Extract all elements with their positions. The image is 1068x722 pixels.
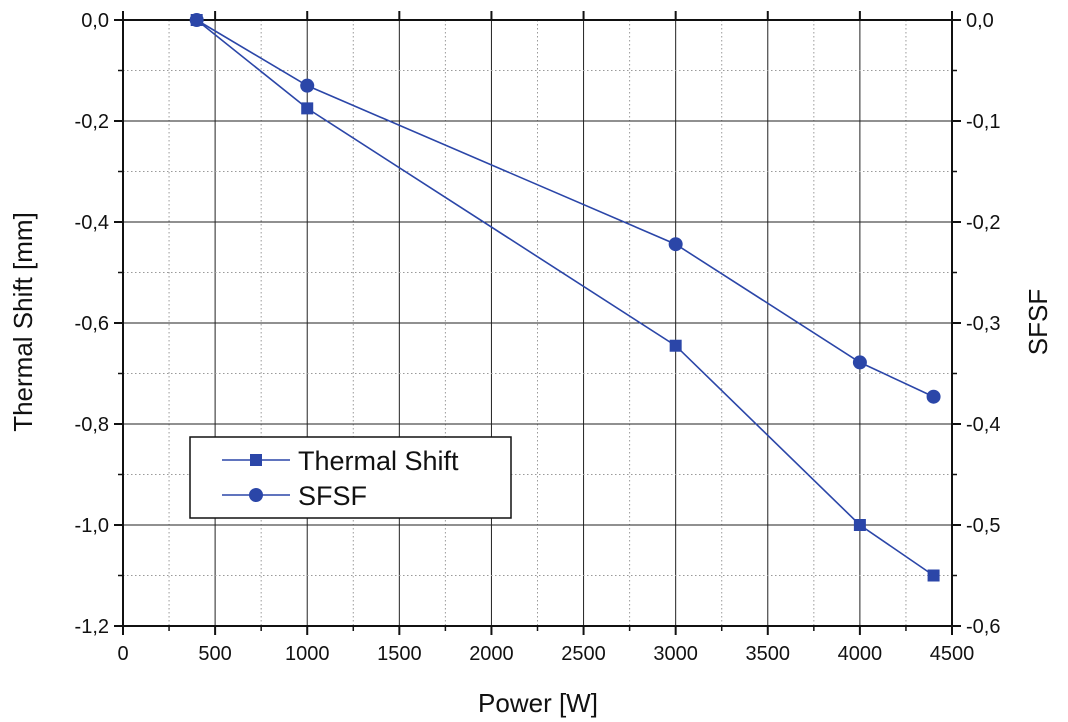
- tick-labels: 0 500 1000 1500 2000 2500 3000 3500 4000 4500 0,0 -…: [75, 10, 1001, 665]
- grid: [123, 20, 952, 626]
- data-point-thermal-shift: [301, 102, 314, 115]
- y-tick-label: 0,0: [81, 10, 109, 32]
- x-tick-label: 1000: [285, 643, 330, 665]
- y2-tick-label: 0,0: [966, 10, 994, 32]
- data-point-sfsf: [189, 13, 204, 27]
- x-tick-label: 2000: [469, 643, 514, 665]
- data-point-sfsf: [926, 389, 941, 404]
- data-point-sfsf: [300, 78, 315, 93]
- legend: Thermal Shift SFSF: [189, 436, 512, 519]
- x-tick-label: 0: [117, 643, 128, 665]
- y-tick-label: -0,2: [75, 111, 109, 133]
- y-tick-label: -0,4: [75, 212, 109, 234]
- x-tick-label: 3000: [653, 643, 698, 665]
- x-axis-title: Power [W]: [478, 688, 598, 718]
- y-axis-title: Thermal Shift [mm]: [8, 212, 38, 432]
- y-tick-label: -0,6: [75, 313, 109, 335]
- legend-label-sfsf: SFSF: [298, 481, 367, 511]
- data-point-sfsf: [852, 355, 867, 370]
- x-tick-label: 1500: [377, 643, 422, 665]
- data-point-thermal-shift: [669, 339, 682, 352]
- legend-marker-sfsf: [249, 488, 263, 502]
- y-tick-label: -1,0: [75, 515, 109, 537]
- y2-tick-label: -0,2: [966, 212, 1000, 234]
- y2-tick-label: -0,1: [966, 111, 1000, 133]
- y2-tick-label: -0,4: [966, 414, 1000, 436]
- y2-tick-label: -0,5: [966, 515, 1000, 537]
- legend-marker-thermal-shift: [250, 454, 262, 466]
- legend-box: [189, 436, 512, 519]
- series: [189, 13, 941, 582]
- x-tick-label: 4000: [838, 643, 883, 665]
- legend-item-sfsf: SFSF: [222, 481, 367, 511]
- data-point-thermal-shift: [927, 569, 940, 582]
- legend-label-thermal-shift: Thermal Shift: [298, 446, 459, 476]
- legend-item-thermal-shift: Thermal Shift: [222, 446, 459, 476]
- x-tick-label: 2500: [561, 643, 606, 665]
- x-tick-label: 4500: [930, 643, 975, 665]
- y2-axis-title: SFSF: [1023, 289, 1053, 355]
- x-tick-label: 500: [198, 643, 231, 665]
- y2-tick-label: -0,3: [966, 313, 1000, 335]
- y-tick-label: -0,8: [75, 414, 109, 436]
- y-tick-label: -1,2: [75, 616, 109, 638]
- axis-ticks: [114, 11, 961, 635]
- x-tick-label: 3500: [746, 643, 791, 665]
- data-point-sfsf: [668, 237, 683, 252]
- data-point-thermal-shift: [853, 519, 866, 531]
- y2-tick-label: -0,6: [966, 616, 1000, 638]
- series-sfsf: [189, 13, 941, 404]
